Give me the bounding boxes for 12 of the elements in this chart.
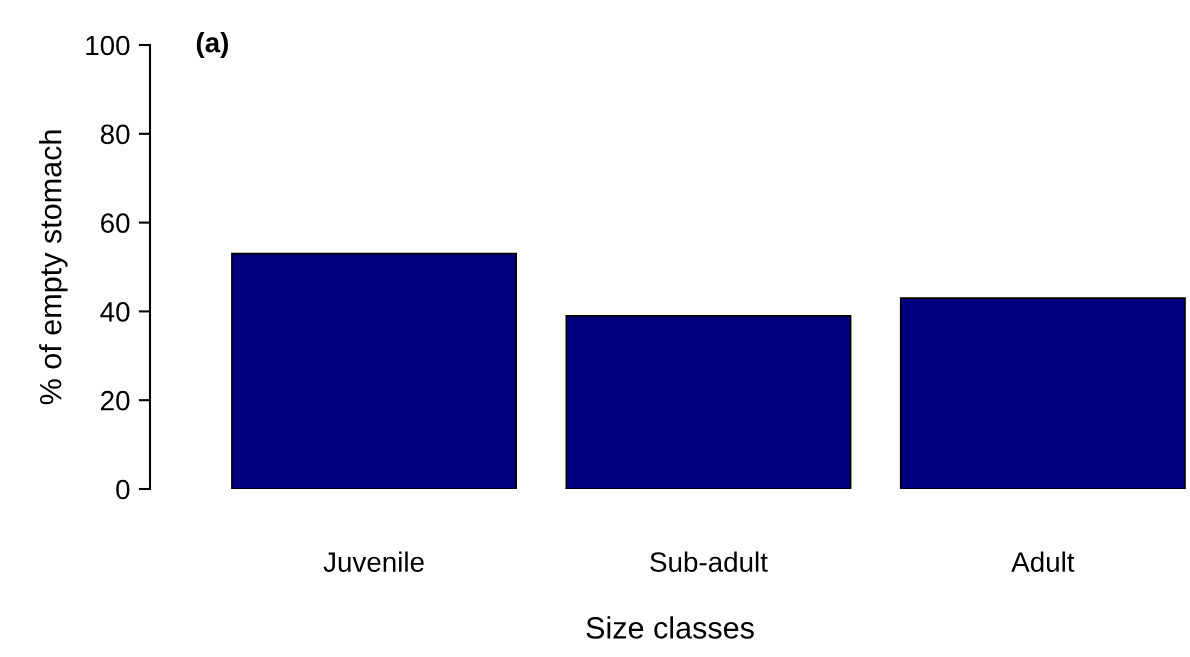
y-tick-label: 80 [100,124,130,145]
x-tick-label: Sub-adult [650,551,768,572]
x-tick-label: Adult [1011,551,1075,572]
y-tick-label: 20 [101,390,130,411]
x-tick-label: Juvenile [323,551,424,572]
y-tick-label: 60 [101,213,130,233]
annotation: (a) [196,32,228,58]
y-tick-label: 0 [116,479,130,500]
y-tick-label: 40 [100,302,130,322]
y-axis-title: % of empty stomach [39,130,68,405]
y-tick-label: 100 [86,35,130,56]
x-axis-title: Size classes [586,616,754,639]
